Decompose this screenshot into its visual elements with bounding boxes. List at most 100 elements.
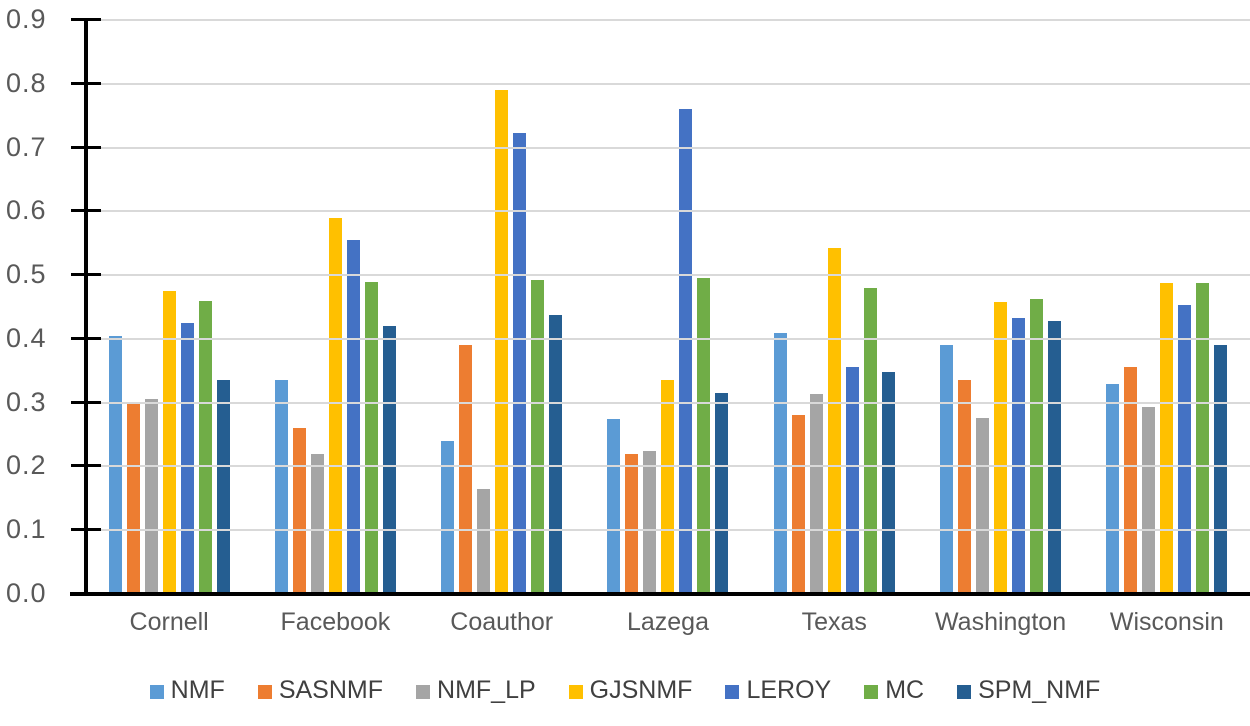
y-axis-tick-labels: 0.0 0.1 0.2 0.3 0.4 0.5 0.6 0.7 0.8 0.9 [0,6,64,607]
bar-mc-wisconsin [1196,282,1210,594]
y-tick-label: 0.7 [6,131,47,162]
bar-groups-row [86,20,1250,594]
bar-gjsnmf-cornell [162,291,176,594]
y-tick-label: 0.3 [6,386,47,417]
bar-mc-texas [863,287,877,594]
legend-item-nmf: NMF [149,676,225,705]
y-gridline [86,210,1250,213]
y-gridline [86,401,1250,404]
bar-sasnmf-washington [958,380,972,594]
x-category-label: Texas [801,608,867,636]
bar-gjsnmf-wisconsin [1160,283,1174,594]
bar-sasnmf-wisconsin [1124,366,1138,594]
bar-leroy-lazega [679,109,693,594]
bar-nmf_lp-lazega [643,450,657,594]
bar-nmf-wisconsin [1106,383,1120,594]
bar-spm_nmf-facebook [382,326,396,594]
bar-gjsnmf-texas [827,247,841,594]
bar-gjsnmf-washington [994,301,1008,594]
x-category-label: Washington [935,608,1067,636]
legend-marker-icon [957,685,972,699]
y-tick-label: 0.0 [6,578,47,608]
bar-group-texas [751,20,917,594]
legend-label: NMF [170,676,225,704]
x-category-label: Coauthor [450,608,554,636]
legend-item-leroy: LEROY [725,676,831,705]
bar-group-facebook [252,20,418,594]
bar-mc-cornell [198,300,212,594]
bar-mc-lazega [697,277,711,594]
bar-spm_nmf-cornell [216,380,230,594]
bar-leroy-facebook [346,240,360,594]
bar-nmf_lp-facebook [310,453,324,594]
y-gridline [86,82,1250,85]
legend-item-sasnmf: SASNMF [257,676,384,705]
y-gridline [86,274,1250,277]
bar-group-washington [917,20,1083,594]
bar-leroy-wisconsin [1178,305,1192,594]
legend-item-mc: MC [864,676,924,705]
bar-leroy-coauthor [513,132,527,594]
plot-area [71,18,1250,595]
legend-label: SASNMF [278,676,384,704]
legend-item-gjsnmf: GJSNMF [568,676,693,705]
y-gridline [86,19,1250,21]
bar-nmf-lazega [607,418,621,594]
bar-nmf_lp-washington [976,417,990,594]
bar-spm_nmf-texas [881,372,895,594]
bar-nmf-facebook [274,380,288,594]
x-category-label: Facebook [280,608,391,636]
legend-marker-icon [257,685,272,699]
legend-marker-icon [416,685,431,699]
bar-nmf_lp-coauthor [477,488,491,594]
bar-spm_nmf-lazega [715,393,729,594]
bar-group-lazega [585,20,751,594]
y-tick-label: 0.4 [6,322,47,353]
bar-sasnmf-facebook [292,428,306,594]
legend-label: NMF_LP [437,676,536,704]
y-axis-line [84,19,88,596]
legend-label: SPM_NMF [978,676,1101,704]
chart-legend: NMF SASNMF NMF_LP GJSNMF LEROY MC SPM_NMF [0,676,1250,705]
bar-spm_nmf-washington [1048,321,1062,594]
x-category-label: Wisconsin [1109,608,1224,636]
y-tick-label: 0.2 [6,450,47,481]
x-axis-line [70,592,1250,596]
bar-nmf_lp-cornell [144,399,158,594]
legend-label: LEROY [746,676,832,704]
legend-marker-icon [568,685,583,699]
x-category-label: Lazega [626,608,709,636]
legend-marker-icon [725,685,740,699]
bar-gjsnmf-lazega [661,380,675,594]
bar-nmf-washington [940,345,954,594]
y-gridline [86,465,1250,468]
y-tick-label: 0.6 [6,195,47,226]
bar-group-wisconsin [1084,20,1250,594]
bar-sasnmf-lazega [625,453,639,594]
y-tick-label: 0.9 [6,4,47,34]
legend-marker-icon [149,685,164,699]
legend-label: GJSNMF [589,676,693,704]
legend-marker-icon [864,685,879,699]
bar-sasnmf-coauthor [459,345,473,594]
bar-leroy-texas [845,366,859,594]
y-tick-label: 0.5 [6,259,47,290]
bar-gjsnmf-coauthor [495,90,509,594]
bar-group-cornell [86,20,252,594]
bar-leroy-cornell [180,322,194,594]
bar-leroy-washington [1012,318,1026,594]
y-gridline [86,337,1250,340]
bar-mc-washington [1030,299,1044,594]
legend-item-nmf_lp: NMF_LP [416,676,536,705]
y-tick-label: 0.8 [6,67,47,98]
legend-label: MC [885,676,925,704]
bar-nmf-texas [773,332,787,594]
bar-sasnmf-cornell [126,402,140,594]
legend-item-spm_nmf: SPM_NMF [957,676,1100,705]
x-category-label: Cornell [129,608,209,636]
bar-spm_nmf-coauthor [549,315,563,594]
y-tick-label: 0.1 [6,514,47,545]
bar-mc-facebook [364,281,378,594]
bar-spm_nmf-wisconsin [1214,345,1228,594]
